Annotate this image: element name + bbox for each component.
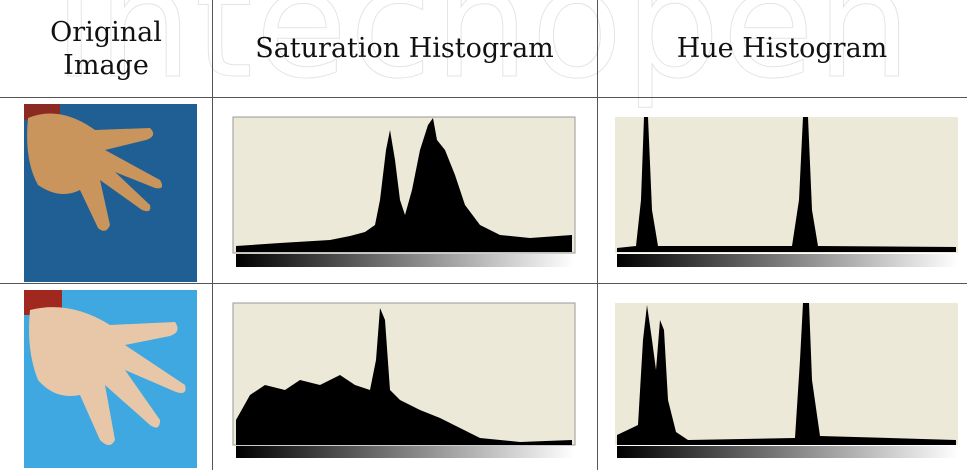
column-border [597,0,598,470]
gradient-bar [236,446,574,458]
column-border [212,0,213,470]
gradient-bar [617,254,958,267]
histogram-panel [615,117,958,253]
header-cell: Saturation Histogram [255,33,554,64]
row-border [0,283,967,284]
histogram [236,118,572,252]
header-cell: Hue Histogram [676,33,888,64]
watermark: intechopen [53,0,914,113]
hand [29,307,186,445]
gradient-bar [236,254,574,267]
gradient-bar [617,446,958,458]
header-cell: Original Image [50,16,162,81]
histogram [617,303,956,445]
histogram [617,117,956,252]
row-border [0,97,967,98]
histogram [236,308,572,445]
hand [27,113,163,231]
